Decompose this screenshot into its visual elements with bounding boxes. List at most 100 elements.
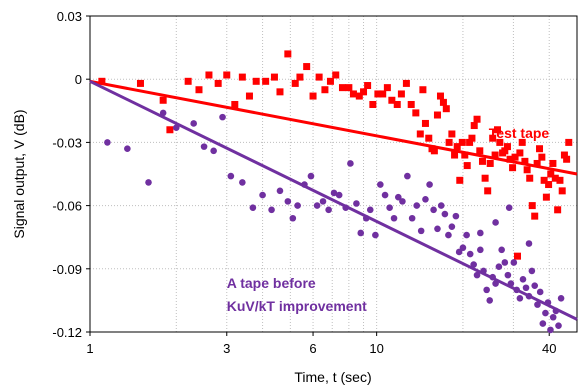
x-tick-label: 1 xyxy=(86,341,93,356)
data-point-circle xyxy=(516,294,524,302)
data-point-square xyxy=(309,92,317,100)
data-point-circle xyxy=(413,202,421,209)
data-point-square xyxy=(402,79,410,87)
data-point-square xyxy=(503,143,511,151)
x-tick-label: 3 xyxy=(223,341,230,356)
data-point-circle xyxy=(104,139,111,146)
data-point-circle xyxy=(249,204,257,212)
data-point-square xyxy=(355,92,363,100)
data-point-circle xyxy=(124,145,131,153)
data-point-square xyxy=(456,176,464,184)
data-point-circle xyxy=(408,214,416,222)
data-point-circle xyxy=(289,214,297,222)
y-tick-label: 0 xyxy=(75,72,82,87)
data-point-square xyxy=(506,155,514,163)
data-point-circle xyxy=(307,172,315,180)
data-point-circle xyxy=(210,147,217,155)
data-point-square xyxy=(338,84,346,92)
data-point-circle xyxy=(313,202,321,209)
data-point-circle xyxy=(357,229,365,237)
data-point-square xyxy=(223,71,231,79)
data-point-square xyxy=(540,176,548,184)
data-point-circle xyxy=(219,113,226,121)
data-point-circle xyxy=(448,223,456,230)
data-point-circle xyxy=(276,187,284,195)
data-point-circle xyxy=(534,301,541,308)
data-point-circle xyxy=(463,231,470,239)
trend-lines xyxy=(89,79,578,321)
data-point-square xyxy=(195,86,203,94)
data-point-circle xyxy=(470,261,477,268)
x-tick-label: 10 xyxy=(369,341,383,356)
data-point-circle xyxy=(386,204,393,212)
data-point-square xyxy=(518,138,526,146)
data-point-circle xyxy=(466,250,474,258)
data-point-circle xyxy=(377,181,384,188)
data-point-circle xyxy=(505,204,513,212)
data-point-square xyxy=(481,174,489,182)
data-point-circle xyxy=(477,246,484,254)
x-tick-label: 6 xyxy=(309,341,316,356)
data-point-square xyxy=(442,105,450,113)
data-point-circle xyxy=(335,191,343,199)
data-point-circle xyxy=(437,202,445,209)
data-point-square xyxy=(360,88,368,96)
y-tick-label: -0.09 xyxy=(52,262,82,277)
data-point-circle xyxy=(190,120,197,127)
data-point-square xyxy=(388,96,396,104)
data-point-square xyxy=(509,164,517,172)
data-point-circle xyxy=(404,172,411,180)
data-point-circle xyxy=(366,206,374,214)
data-point-circle xyxy=(417,227,425,235)
data-point-square xyxy=(461,151,469,159)
data-point-circle xyxy=(227,172,235,180)
annotation-label: KuV/kT improvement xyxy=(227,298,367,314)
data-point-square xyxy=(439,98,447,106)
x-tick-label: 40 xyxy=(542,341,556,356)
trend-line xyxy=(89,79,578,176)
data-point-square xyxy=(458,138,466,146)
data-point-square xyxy=(326,77,334,85)
data-point-circle xyxy=(372,231,379,239)
data-point-circle xyxy=(501,259,509,266)
x-tick-labels: 1 3 6 10 40 xyxy=(86,332,556,356)
data-point-circle xyxy=(547,326,554,334)
data-point-circle xyxy=(394,193,402,201)
data-point-square xyxy=(470,122,478,130)
data-point-circle xyxy=(441,210,449,218)
trend-line xyxy=(89,79,578,321)
data-point-square xyxy=(345,84,353,92)
data-point-square xyxy=(466,138,474,146)
data-point-square xyxy=(468,134,476,142)
data-point-square xyxy=(383,84,391,92)
data-point-square xyxy=(321,86,329,94)
data-point-square xyxy=(538,153,546,161)
data-point-circle xyxy=(525,240,533,247)
data-point-square xyxy=(513,252,521,260)
data-point-circle xyxy=(353,200,360,207)
data-point-square xyxy=(551,174,559,182)
data-point-square xyxy=(489,134,497,142)
data-point-square xyxy=(276,88,284,96)
data-point-circle xyxy=(536,288,544,296)
data-point-square xyxy=(433,111,441,119)
data-point-circle xyxy=(422,195,429,203)
data-point-circle xyxy=(531,282,539,289)
data-point-square xyxy=(296,73,304,81)
annotation-label: Test tape xyxy=(489,125,550,141)
data-point-circle xyxy=(455,248,463,256)
data-point-square xyxy=(430,147,438,155)
data-point-square xyxy=(252,77,260,85)
data-point-circle xyxy=(268,206,275,214)
data-point-circle xyxy=(459,244,467,252)
data-point-square xyxy=(416,130,424,138)
data-point-circle xyxy=(430,206,437,214)
data-point-square xyxy=(486,159,494,167)
data-point-square xyxy=(463,162,471,170)
y-tick-label: 0.03 xyxy=(57,9,82,24)
data-point-circle xyxy=(434,225,441,233)
data-point-square xyxy=(549,159,557,167)
data-point-square xyxy=(528,202,536,210)
data-point-square xyxy=(238,73,246,81)
